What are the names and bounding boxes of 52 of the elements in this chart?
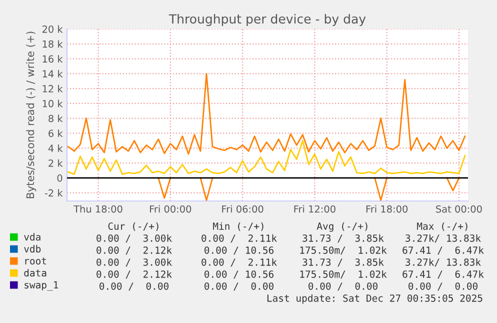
y-tick-label: 0	[57, 174, 62, 182]
legend-label: vdb	[24, 245, 41, 253]
text: Min (-/+)	[213, 222, 264, 231]
text: 3.27k/ 13.83k	[406, 258, 481, 267]
text: 67.41 / 6.47k	[402, 270, 484, 279]
text: 0.00 / 0.00	[204, 282, 274, 291]
text: Cur (-/+)	[108, 222, 158, 231]
text: 0.00 / 2.11k	[202, 258, 277, 267]
legend-label: root	[25, 258, 46, 265]
text: 0.00 / 10.56	[204, 270, 274, 279]
x-tick-label: Fri 06:00	[222, 205, 264, 213]
y-tick-label: 4 k	[48, 144, 63, 152]
text: 31.73 / 3.85k	[302, 234, 384, 243]
y-tick-label: 2 k	[48, 159, 63, 167]
text: Max (-/+)	[417, 222, 468, 231]
y-tick-label: 20 k	[42, 25, 63, 33]
text: 0.00 / 10.56	[204, 246, 274, 255]
x-tick-label: Fri 12:00	[294, 205, 336, 213]
x-tick-label: Fri 18:00	[366, 205, 408, 213]
text: 175.50m/ 1.02k	[300, 246, 387, 255]
y-tick-label: 12 k	[42, 84, 63, 92]
y-tick-label: 6 k	[48, 130, 63, 138]
text: 67.41 / 6.47k	[402, 246, 484, 255]
text: 0.00 / 0.00	[308, 282, 378, 291]
y-tick-label: 8 k	[48, 114, 63, 122]
chart-title: Throughput per device - by day	[168, 14, 366, 26]
x-tick-label: Thu 18:00	[74, 205, 122, 213]
text: 31.73 / 3.85k	[302, 258, 384, 267]
text: 0.00 / 3.00k	[96, 258, 172, 267]
x-tick-label: Fri 00:00	[150, 205, 192, 213]
line-series	[68, 72, 466, 155]
y-tick-label: -2 k	[44, 189, 63, 197]
y-axis-title: Bytes/second read (-) / write (+)	[26, 32, 36, 198]
line-series	[68, 140, 466, 175]
text: 0.00 / 0.00	[100, 282, 168, 291]
text: 0.00 / 3.00k	[96, 234, 172, 243]
text: 0.00 / 2.12k	[96, 270, 172, 279]
text: 0.00 / 0.00	[408, 282, 478, 291]
text: 0.00 / 2.12k	[96, 246, 172, 255]
text: Last update: Sat Dec 27 00:35:05 2025	[267, 294, 482, 304]
text: 0.00 / 2.11k	[202, 234, 277, 243]
legend-label: swap_1	[24, 281, 58, 291]
legend-label: vda	[24, 233, 40, 241]
text: Avg (-/+)	[316, 222, 368, 232]
x-tick-label: Sat 00:00	[436, 205, 482, 213]
legend-label: data	[24, 269, 46, 277]
y-tick-label: 16 k	[42, 55, 63, 63]
text: 3.27k/ 13.83k	[406, 234, 481, 243]
y-tick-label: 18 k	[42, 40, 63, 48]
y-tick-label: 14 k	[42, 70, 63, 78]
y-tick-label: 10 k	[42, 100, 63, 108]
text: 175.50m/ 1.02k	[300, 270, 387, 279]
